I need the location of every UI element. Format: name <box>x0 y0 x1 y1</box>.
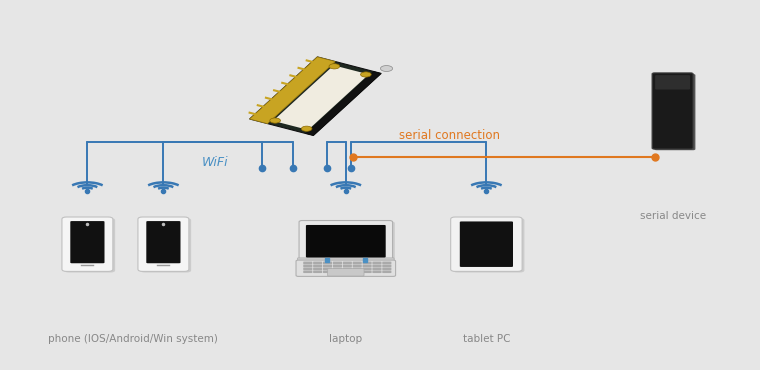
FancyBboxPatch shape <box>323 270 332 273</box>
FancyBboxPatch shape <box>323 265 332 267</box>
FancyBboxPatch shape <box>301 222 395 262</box>
FancyBboxPatch shape <box>303 265 312 267</box>
FancyBboxPatch shape <box>313 262 322 264</box>
FancyBboxPatch shape <box>343 270 352 273</box>
FancyBboxPatch shape <box>296 260 395 276</box>
Text: phone (IOS/Android/Win system): phone (IOS/Android/Win system) <box>48 334 218 344</box>
FancyBboxPatch shape <box>328 269 364 276</box>
FancyBboxPatch shape <box>323 262 332 264</box>
FancyBboxPatch shape <box>451 217 522 272</box>
Circle shape <box>270 118 280 123</box>
FancyBboxPatch shape <box>382 265 391 267</box>
FancyBboxPatch shape <box>353 265 362 267</box>
FancyBboxPatch shape <box>655 75 690 90</box>
FancyBboxPatch shape <box>140 218 192 272</box>
Circle shape <box>381 65 393 71</box>
FancyBboxPatch shape <box>71 221 105 263</box>
FancyBboxPatch shape <box>343 262 352 264</box>
Polygon shape <box>306 71 382 135</box>
FancyBboxPatch shape <box>372 265 382 267</box>
FancyBboxPatch shape <box>652 73 693 149</box>
FancyBboxPatch shape <box>303 270 312 273</box>
FancyBboxPatch shape <box>303 262 312 264</box>
FancyBboxPatch shape <box>363 268 372 270</box>
Polygon shape <box>273 65 369 130</box>
FancyBboxPatch shape <box>313 265 322 267</box>
Text: serial connection: serial connection <box>399 130 500 142</box>
FancyBboxPatch shape <box>298 258 394 262</box>
FancyBboxPatch shape <box>343 268 352 270</box>
FancyBboxPatch shape <box>303 268 312 270</box>
FancyBboxPatch shape <box>363 270 372 273</box>
Text: tablet PC: tablet PC <box>463 334 510 344</box>
FancyBboxPatch shape <box>313 268 322 270</box>
FancyBboxPatch shape <box>363 265 372 267</box>
FancyBboxPatch shape <box>146 221 181 263</box>
FancyBboxPatch shape <box>353 270 362 273</box>
Text: serial device: serial device <box>639 211 706 221</box>
FancyBboxPatch shape <box>333 270 342 273</box>
FancyBboxPatch shape <box>363 262 372 264</box>
FancyBboxPatch shape <box>453 218 524 272</box>
Circle shape <box>301 126 312 131</box>
FancyBboxPatch shape <box>138 217 188 272</box>
FancyBboxPatch shape <box>372 268 382 270</box>
FancyBboxPatch shape <box>333 262 342 264</box>
FancyBboxPatch shape <box>353 268 362 270</box>
FancyBboxPatch shape <box>654 74 695 150</box>
FancyBboxPatch shape <box>460 221 513 267</box>
FancyBboxPatch shape <box>382 270 391 273</box>
Text: WiFi: WiFi <box>201 156 228 169</box>
Circle shape <box>329 64 340 69</box>
FancyBboxPatch shape <box>333 268 342 270</box>
FancyBboxPatch shape <box>372 270 382 273</box>
FancyBboxPatch shape <box>306 225 386 258</box>
Polygon shape <box>249 57 382 135</box>
FancyBboxPatch shape <box>372 262 382 264</box>
FancyBboxPatch shape <box>299 221 392 260</box>
FancyBboxPatch shape <box>64 218 116 272</box>
Circle shape <box>360 72 371 77</box>
FancyBboxPatch shape <box>62 217 113 272</box>
FancyBboxPatch shape <box>333 265 342 267</box>
FancyBboxPatch shape <box>343 265 352 267</box>
Polygon shape <box>249 57 335 124</box>
FancyBboxPatch shape <box>313 270 322 273</box>
FancyBboxPatch shape <box>382 268 391 270</box>
FancyBboxPatch shape <box>382 262 391 264</box>
Text: laptop: laptop <box>329 334 363 344</box>
FancyBboxPatch shape <box>353 262 362 264</box>
FancyBboxPatch shape <box>323 268 332 270</box>
